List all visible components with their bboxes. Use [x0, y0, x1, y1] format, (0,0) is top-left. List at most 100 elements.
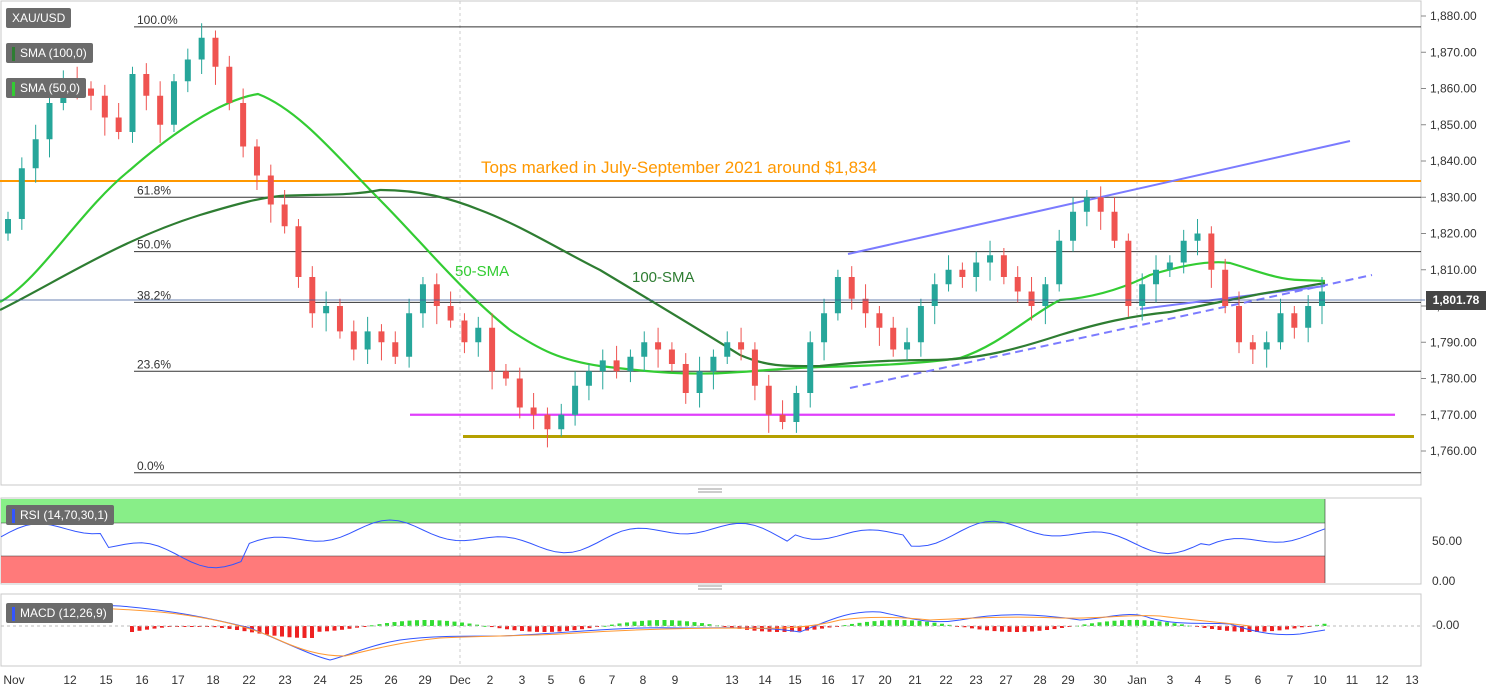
macd-histogram	[1, 620, 1421, 638]
grid	[459, 1, 1138, 666]
fib-label: 61.8%	[137, 183, 171, 197]
macd-bar	[452, 621, 457, 626]
macd-bar	[1060, 626, 1064, 628]
macd-bar	[850, 623, 854, 626]
rsi-overbought-zone	[1, 499, 1325, 523]
rsi-line	[0, 519, 1326, 569]
date-tick-label: 16	[821, 673, 835, 687]
candle-body	[18, 168, 25, 219]
panel-resize-handle[interactable]	[698, 488, 722, 590]
date-tick-label: 11	[1346, 673, 1359, 687]
macd-bar	[797, 626, 802, 632]
macd-bar	[572, 626, 577, 631]
rsi-tag[interactable]: RSI (14,70,30,1)	[6, 505, 115, 525]
candle-body	[821, 313, 828, 343]
date-tick-label: 21	[908, 673, 922, 687]
macd-bar	[580, 626, 584, 630]
sma50-tag[interactable]: SMA (50,0)	[6, 78, 87, 98]
candle-body	[502, 371, 509, 379]
candle-body	[1125, 240, 1132, 306]
date-tick-label: 28	[1033, 673, 1047, 687]
macd-bar	[182, 626, 187, 627]
symbol-tag[interactable]: XAU/USD	[6, 8, 72, 28]
sma100-annotation: 100-SMA	[632, 269, 695, 286]
macd-bar	[602, 625, 607, 627]
fib-label: 50.0%	[137, 238, 171, 252]
candle-body	[973, 262, 980, 277]
macd-bar	[400, 621, 404, 626]
sma100-label: SMA (100,0)	[20, 46, 87, 60]
macd-label: MACD (12,26,9)	[20, 606, 107, 620]
macd-tag[interactable]: MACD (12,26,9)	[6, 603, 113, 623]
macd-bar	[527, 626, 532, 632]
price-tick-label: 1,880.00	[1430, 9, 1477, 23]
current-price-badge: 1,801.78	[1426, 291, 1486, 310]
macd-bar	[385, 623, 389, 626]
macd-bar	[1082, 624, 1087, 626]
candle-body	[1070, 211, 1077, 241]
candle-body	[1236, 306, 1243, 343]
macd-bar	[535, 626, 539, 632]
date-tick-label: 25	[349, 673, 363, 687]
date-tick-label: 5	[548, 673, 555, 687]
macd-bar	[872, 621, 877, 626]
date-tick-label: 15	[788, 673, 802, 687]
candle-body	[267, 175, 274, 205]
macd-bar	[610, 624, 614, 626]
candle-body	[101, 95, 108, 118]
candle-body	[1180, 240, 1187, 263]
macd-bar	[272, 626, 277, 636]
macd-bar	[1285, 626, 1289, 630]
candle-body	[1056, 240, 1063, 285]
candle-body	[212, 37, 219, 67]
sma100-line	[0, 188, 1326, 368]
macd-bar	[370, 625, 374, 627]
date-tick-label: 22	[939, 673, 953, 687]
sma100-tag[interactable]: SMA (100,0)	[6, 43, 93, 63]
fibonacci-levels: 100.0% 61.8% 50.0% 38.2% 23.6% 0.0%	[134, 13, 1421, 474]
macd-bar	[707, 624, 712, 626]
candle-body	[1028, 291, 1035, 306]
macd-bar	[1300, 626, 1304, 628]
candle-body	[738, 342, 745, 350]
macd-bar	[340, 626, 344, 630]
date-tick-label: 6	[579, 673, 586, 687]
macd-bar	[1127, 620, 1132, 626]
macd-bar	[685, 621, 689, 626]
macd-bar	[482, 625, 487, 627]
macd-bar	[1240, 626, 1244, 632]
macd-bar	[1030, 626, 1034, 632]
candle-body	[1139, 284, 1146, 306]
macd-bar	[647, 620, 652, 626]
date-tick-label: 9	[672, 673, 679, 687]
date-tick-label: 13	[725, 673, 739, 687]
macd-bar	[917, 620, 922, 626]
rsi-tick-0: 0.00	[1432, 574, 1456, 588]
macd-bar	[1105, 621, 1109, 626]
candle-body	[323, 306, 330, 314]
date-tick-label: 7	[609, 673, 616, 687]
candle-body	[959, 269, 966, 277]
right-edge	[1500, 0, 1510, 697]
macd-bar	[1225, 626, 1229, 631]
macd-bar	[160, 626, 164, 628]
macd-bar	[1180, 624, 1184, 626]
date-tick-label: 17	[851, 673, 865, 687]
candle-body	[1111, 211, 1118, 241]
candle-body	[1319, 291, 1325, 306]
candle-body	[1000, 255, 1007, 277]
candle-body	[876, 313, 883, 328]
candle-body	[890, 327, 897, 350]
price-tick-label: 1,760.00	[1430, 444, 1477, 458]
macd-bar	[805, 626, 809, 631]
candle-body	[406, 313, 413, 357]
candle-body	[1153, 269, 1160, 285]
macd-bar	[347, 626, 352, 629]
sma50-label: SMA (50,0)	[20, 81, 81, 95]
macd-bar	[962, 626, 967, 628]
date-tick-label: 20	[878, 673, 892, 687]
candle-body	[765, 385, 772, 415]
candle-body	[1249, 342, 1256, 350]
macd-bar	[557, 626, 562, 632]
